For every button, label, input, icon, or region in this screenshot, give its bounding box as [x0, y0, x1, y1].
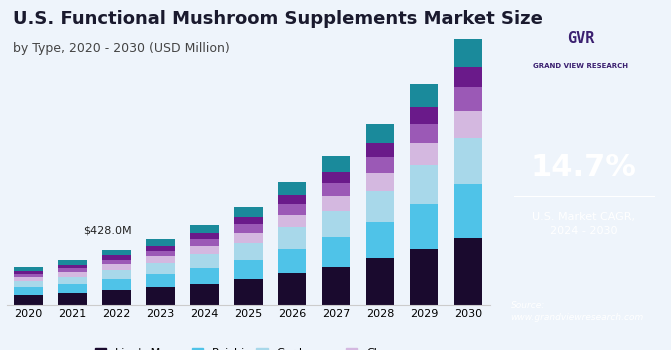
Bar [278, 227, 307, 248]
Bar [190, 254, 219, 268]
Bar [190, 284, 219, 304]
Bar [278, 204, 307, 215]
Bar [146, 251, 174, 257]
Text: U.S. Functional Mushroom Supplements Market Size: U.S. Functional Mushroom Supplements Mar… [13, 10, 544, 28]
Bar [454, 238, 482, 304]
Bar [322, 156, 350, 172]
Bar [102, 256, 131, 260]
Bar [146, 239, 174, 246]
Bar [322, 237, 350, 267]
Bar [454, 67, 482, 87]
Text: by Type, 2020 - 2030 (USD Million): by Type, 2020 - 2030 (USD Million) [13, 42, 230, 55]
Bar [410, 124, 438, 144]
Text: Source:
www.grandviewresearch.com: Source: www.grandviewresearch.com [511, 301, 643, 322]
Text: U.S. Market CAGR,
2024 - 2030: U.S. Market CAGR, 2024 - 2030 [532, 212, 635, 236]
Bar [454, 39, 482, 67]
Bar [366, 157, 395, 173]
Bar [366, 222, 395, 258]
Bar [14, 267, 43, 272]
Bar [146, 257, 174, 263]
Bar [366, 258, 395, 304]
Bar [102, 264, 131, 270]
Bar [278, 195, 307, 204]
Bar [322, 267, 350, 304]
Bar [454, 138, 482, 184]
Bar [190, 233, 219, 239]
Bar [278, 248, 307, 273]
Bar [410, 166, 438, 204]
Bar [366, 143, 395, 157]
Bar [146, 274, 174, 287]
Bar [14, 281, 43, 287]
Bar [146, 287, 174, 304]
Bar [146, 246, 174, 251]
Bar [234, 206, 262, 217]
Bar [58, 265, 87, 268]
Bar [234, 260, 262, 279]
Bar [234, 233, 262, 243]
Bar [454, 111, 482, 138]
Bar [102, 270, 131, 279]
Bar [410, 144, 438, 166]
Bar [102, 250, 131, 256]
Bar [234, 243, 262, 260]
Bar [322, 172, 350, 183]
Bar [410, 248, 438, 304]
Bar [234, 217, 262, 224]
Bar [410, 84, 438, 107]
Bar [234, 279, 262, 304]
Bar [102, 279, 131, 290]
Bar [454, 184, 482, 238]
Bar [322, 183, 350, 196]
Bar [454, 87, 482, 111]
Bar [190, 246, 219, 254]
Bar [278, 215, 307, 227]
Bar [366, 191, 395, 222]
Bar [58, 276, 87, 284]
Bar [58, 293, 87, 304]
Bar [146, 263, 174, 274]
Bar [322, 211, 350, 237]
Bar [278, 273, 307, 304]
Bar [58, 272, 87, 276]
Text: $428.0M: $428.0M [83, 226, 132, 236]
Bar [58, 260, 87, 265]
Bar [410, 204, 438, 248]
Bar [234, 224, 262, 233]
Bar [278, 182, 307, 195]
Text: 14.7%: 14.7% [531, 154, 637, 182]
Bar [190, 268, 219, 284]
Bar [58, 268, 87, 272]
Bar [14, 287, 43, 295]
Bar [14, 278, 43, 281]
Bar [14, 295, 43, 304]
Bar [366, 173, 395, 191]
Bar [58, 284, 87, 293]
Bar [322, 196, 350, 211]
Text: GVR: GVR [567, 31, 594, 46]
Bar [102, 290, 131, 304]
Bar [102, 260, 131, 264]
Bar [190, 239, 219, 246]
Bar [14, 272, 43, 274]
Bar [366, 124, 395, 143]
Bar [410, 107, 438, 124]
Bar [14, 274, 43, 278]
Bar [190, 225, 219, 233]
Text: GRAND VIEW RESEARCH: GRAND VIEW RESEARCH [533, 63, 628, 70]
